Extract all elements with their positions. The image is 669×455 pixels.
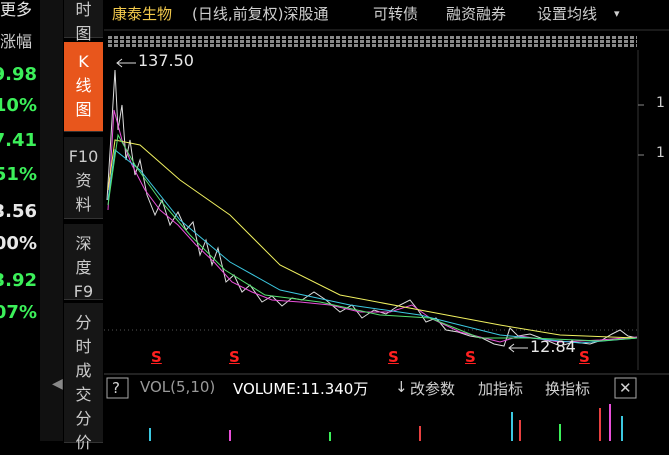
tab-label: F10	[68, 147, 99, 166]
tab-label: 线	[75, 76, 92, 95]
info-strip	[106, 35, 637, 47]
header-item[interactable]: 设置均线	[537, 5, 598, 23]
more-link[interactable]: 更多	[0, 0, 33, 19]
high-label: 137.50	[138, 51, 194, 70]
change-value: 7.41	[0, 130, 37, 151]
tab-label: 交	[75, 385, 92, 404]
tab-label: 图	[75, 24, 92, 43]
change-value: 9.98	[0, 64, 37, 85]
help-box	[106, 377, 129, 399]
ma-line	[107, 133, 638, 342]
tab-label: 成	[75, 361, 92, 380]
header-item[interactable]: 可转债	[373, 5, 419, 23]
help-button[interactable]: ?	[112, 379, 120, 397]
change-value: 10%	[0, 95, 37, 116]
nav-tab[interactable]: 深度 F9	[64, 224, 103, 301]
annotation-arrow	[116, 58, 123, 68]
axis-label: 1	[656, 95, 665, 111]
change-value: 00%	[0, 233, 37, 254]
tab-label: 深	[75, 234, 92, 253]
low-label: 12.84	[530, 337, 576, 356]
signal-marker: S	[229, 348, 240, 366]
tab-label: 图	[75, 100, 92, 119]
dropdown-icon[interactable]: ▾	[614, 7, 620, 20]
nav-tab[interactable]: 分时成交分价	[64, 303, 103, 452]
down-arrow: ↓	[395, 378, 408, 396]
tab-label: 分	[75, 409, 92, 428]
tab-label: 时	[75, 0, 92, 19]
tab-label: 分	[75, 313, 92, 332]
chart	[104, 29, 669, 441]
ma-line	[107, 139, 638, 339]
toolbar-button[interactable]: 加指标	[478, 380, 524, 398]
indicator-name: VOL(5,10)	[140, 378, 216, 396]
close-box	[614, 377, 637, 399]
collapse-arrow[interactable]: ◀	[52, 376, 63, 392]
signal-marker: S	[579, 348, 590, 366]
sidebar	[0, 0, 40, 441]
stock-name: 康泰生物	[112, 5, 173, 23]
tab-label: 度	[75, 258, 92, 277]
change-value: 3.56	[0, 201, 37, 222]
axis-label: 1	[656, 145, 665, 161]
toolbar-button[interactable]: 换指标	[545, 380, 591, 398]
collapse-strip	[40, 0, 63, 441]
change-value: 3.92	[0, 270, 37, 291]
toolbar-button[interactable]: 改参数	[410, 380, 456, 398]
change-value: 07%	[0, 302, 37, 323]
header-item[interactable]: 融资融券	[446, 5, 507, 23]
tab-label: 资	[75, 171, 92, 190]
ma-line	[107, 149, 638, 344]
change-value: 51%	[0, 164, 37, 185]
tab-label: 时	[75, 337, 92, 356]
volume-value: VOLUME:11.340万	[233, 380, 369, 398]
signal-marker: S	[151, 348, 162, 366]
chart-mode: (日线,前复权)深股通	[192, 5, 329, 23]
nav-tab[interactable]: 时图	[64, 0, 103, 43]
nav-tab[interactable]: F10 资料	[64, 137, 103, 219]
signal-marker: S	[388, 348, 399, 366]
tab-label: K	[78, 52, 89, 71]
price-line	[106, 69, 638, 347]
tab-label: 料	[75, 195, 92, 214]
annotation-arrow	[508, 343, 515, 353]
ma-line	[107, 109, 638, 343]
column-header: 涨幅	[0, 32, 33, 51]
volume-bars	[149, 404, 623, 441]
tab-label: F9	[73, 282, 94, 301]
signal-marker: S	[465, 348, 476, 366]
close-button[interactable]: ✕	[619, 379, 632, 397]
